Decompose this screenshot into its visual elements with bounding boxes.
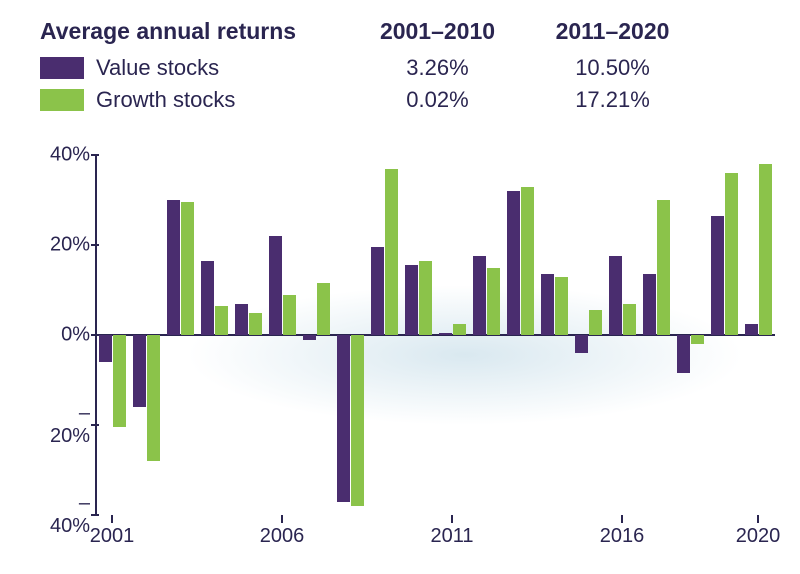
bar-value xyxy=(541,274,554,335)
legend-val-value-1: 3.26% xyxy=(350,55,525,81)
y-axis-label: 20% xyxy=(40,234,90,257)
x-tick xyxy=(281,515,283,523)
legend-val-growth-1: 0.02% xyxy=(350,87,525,113)
x-axis-label: 2016 xyxy=(600,525,645,548)
y-tick xyxy=(91,514,99,516)
bar-growth xyxy=(283,295,296,336)
bar-value xyxy=(303,335,316,340)
bar-value xyxy=(609,256,622,335)
bar-value xyxy=(99,335,112,362)
header-period-1: 2001–2010 xyxy=(350,18,525,45)
bar-value xyxy=(269,236,282,335)
y-tick xyxy=(91,154,99,156)
bar-value xyxy=(235,304,248,336)
bar-growth xyxy=(215,306,228,335)
bar-value xyxy=(745,324,758,335)
bar-value xyxy=(677,335,690,373)
legend-swatch-growth xyxy=(40,89,84,111)
x-axis-label: 2001 xyxy=(90,525,135,548)
bar-growth xyxy=(759,164,772,335)
bar-growth xyxy=(419,261,432,335)
legend-row-growth: Growth stocks 0.02% 17.21% xyxy=(40,87,760,113)
legend-row-value: Value stocks 3.26% 10.50% xyxy=(40,55,760,81)
y-axis-label: –40% xyxy=(40,492,90,538)
y-tick xyxy=(91,244,99,246)
x-axis-label: 2011 xyxy=(430,525,473,548)
bar-value xyxy=(167,200,180,335)
chart-area: 40%20%0%–20%–40%20012006201120162020 xyxy=(40,155,780,555)
bar-growth xyxy=(487,268,500,336)
chart-bg-glow xyxy=(135,255,795,455)
bar-growth xyxy=(623,304,636,336)
y-tick xyxy=(91,424,99,426)
header-period-2: 2011–2020 xyxy=(525,18,700,45)
x-zero-line xyxy=(95,334,775,336)
bar-value xyxy=(711,216,724,335)
y-axis-label: –20% xyxy=(40,402,90,448)
bar-growth xyxy=(453,324,466,335)
legend-label-growth: Growth stocks xyxy=(96,87,350,113)
bar-value xyxy=(201,261,214,335)
bar-growth xyxy=(249,313,262,336)
bar-value xyxy=(507,191,520,335)
legend-val-growth-2: 17.21% xyxy=(525,87,700,113)
bar-growth xyxy=(555,277,568,336)
bar-growth xyxy=(317,283,330,335)
bar-growth xyxy=(589,310,602,335)
x-tick xyxy=(111,515,113,523)
bar-value xyxy=(473,256,486,335)
legend-label-value: Value stocks xyxy=(96,55,350,81)
legend-val-value-2: 10.50% xyxy=(525,55,700,81)
x-tick xyxy=(757,515,759,523)
bar-value xyxy=(405,265,418,335)
chart-container: Average annual returns 2001–2010 2011–20… xyxy=(0,0,800,574)
legend-swatch-value xyxy=(40,57,84,79)
bar-value xyxy=(575,335,588,353)
bar-growth xyxy=(691,335,704,344)
bar-growth xyxy=(147,335,160,461)
bar-growth xyxy=(181,202,194,335)
y-axis-label: 40% xyxy=(40,144,90,167)
plot-region: 40%20%0%–20%–40%20012006201120162020 xyxy=(95,155,775,515)
x-axis-label: 2006 xyxy=(260,525,305,548)
header-table: Average annual returns 2001–2010 2011–20… xyxy=(0,0,800,127)
y-axis-label: 0% xyxy=(40,324,90,347)
bar-value xyxy=(643,274,656,335)
bar-growth xyxy=(725,173,738,335)
x-tick xyxy=(451,515,453,523)
header-title: Average annual returns xyxy=(40,18,350,45)
bar-growth xyxy=(113,335,126,427)
header-title-row: Average annual returns 2001–2010 2011–20… xyxy=(40,18,760,45)
bar-value xyxy=(371,247,384,335)
bar-value xyxy=(133,335,146,407)
bar-value xyxy=(439,333,452,335)
bar-growth xyxy=(657,200,670,335)
bar-growth xyxy=(351,335,364,506)
x-axis-label: 2020 xyxy=(736,525,781,548)
bar-value xyxy=(337,335,350,502)
bar-growth xyxy=(521,187,534,336)
x-tick xyxy=(621,515,623,523)
bar-growth xyxy=(385,169,398,336)
